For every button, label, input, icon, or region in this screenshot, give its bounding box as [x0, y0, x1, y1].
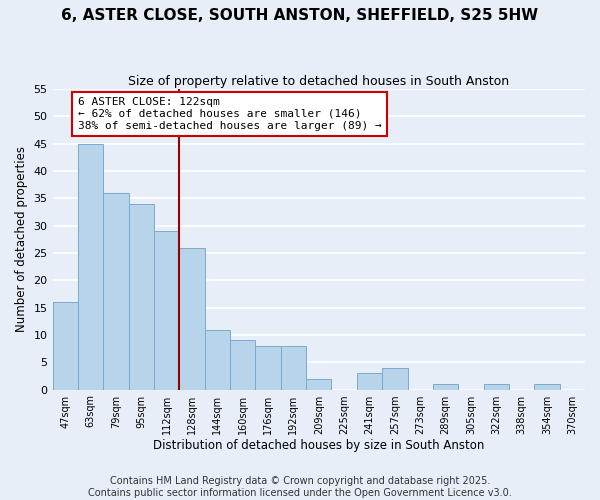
Bar — [205, 330, 230, 390]
Text: Contains HM Land Registry data © Crown copyright and database right 2025.
Contai: Contains HM Land Registry data © Crown c… — [88, 476, 512, 498]
Bar — [230, 340, 256, 390]
Bar — [433, 384, 458, 390]
Y-axis label: Number of detached properties: Number of detached properties — [15, 146, 28, 332]
Title: Size of property relative to detached houses in South Anston: Size of property relative to detached ho… — [128, 75, 509, 88]
Bar — [154, 231, 179, 390]
Bar — [484, 384, 509, 390]
Bar — [179, 248, 205, 390]
Bar — [128, 204, 154, 390]
Bar — [306, 378, 331, 390]
Bar — [256, 346, 281, 390]
Text: 6, ASTER CLOSE, SOUTH ANSTON, SHEFFIELD, S25 5HW: 6, ASTER CLOSE, SOUTH ANSTON, SHEFFIELD,… — [61, 8, 539, 22]
X-axis label: Distribution of detached houses by size in South Anston: Distribution of detached houses by size … — [153, 440, 484, 452]
Bar — [78, 144, 103, 390]
Bar — [53, 302, 78, 390]
Bar — [382, 368, 407, 390]
Bar — [103, 193, 128, 390]
Bar — [357, 373, 382, 390]
Text: 6 ASTER CLOSE: 122sqm
← 62% of detached houses are smaller (146)
38% of semi-det: 6 ASTER CLOSE: 122sqm ← 62% of detached … — [78, 98, 382, 130]
Bar — [281, 346, 306, 390]
Bar — [534, 384, 560, 390]
